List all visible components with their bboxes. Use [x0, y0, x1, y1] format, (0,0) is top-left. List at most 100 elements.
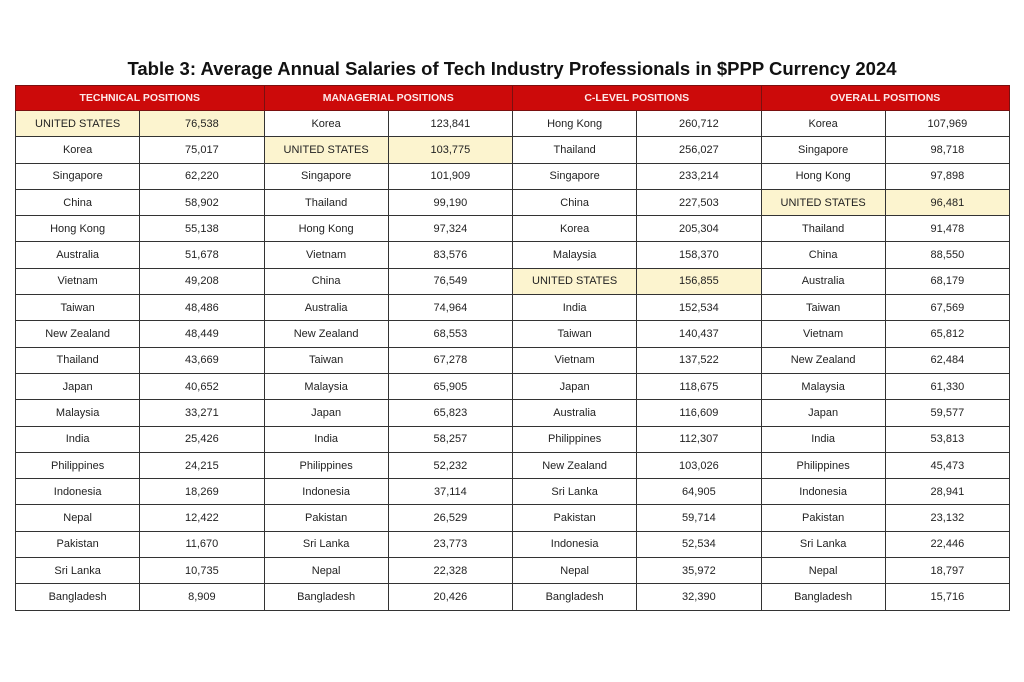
table-row: Korea 75,017 UNITED STATES 103,775 Thailand 2… — [14, 136, 1011, 164]
salary-cell: 76,538 — [139, 109, 265, 138]
salary-cell: 118,675 — [636, 372, 762, 401]
salary-cell: 51,678 — [139, 241, 265, 269]
salary-cell: 18,797 — [884, 557, 1011, 585]
country-cell: Korea — [511, 215, 638, 243]
salary-cell: 68,553 — [387, 320, 514, 348]
salary-table: TECHNICAL POSITIONS MANAGERIAL POSITIONS… — [14, 85, 1011, 611]
country-cell: China — [14, 188, 141, 217]
table-row: Indonesia 18,269 Indonesia 37,114 Sri Lanka 6… — [14, 478, 1011, 506]
salary-cell: 107,969 — [884, 109, 1011, 138]
country-cell: Indonesia — [263, 478, 389, 506]
salary-cell: 43,669 — [139, 346, 265, 374]
country-cell: Nepal — [511, 557, 638, 585]
salary-cell: 260,712 — [636, 109, 762, 138]
country-cell: Singapore — [263, 162, 389, 190]
country-cell: India — [760, 425, 886, 453]
table-row: Taiwan 48,486 Australia 74,964 India 152,534 T… — [14, 294, 1011, 322]
salary-cell: 20,426 — [387, 583, 514, 611]
country-cell: Singapore — [511, 162, 638, 190]
salary-cell: 32,390 — [636, 583, 762, 611]
salary-cell: 12,422 — [139, 504, 265, 532]
country-cell: Hong Kong — [511, 109, 638, 138]
country-cell: China — [511, 188, 638, 217]
country-cell: Thailand — [760, 215, 886, 243]
country-cell: Vietnam — [263, 241, 389, 269]
salary-cell: 37,114 — [387, 478, 514, 506]
table-row: Bangladesh 8,909 Bangladesh 20,426 Banglades… — [14, 583, 1011, 611]
table-row: China 58,902 Thailand 99,190 China 227,503 UNI… — [14, 188, 1011, 217]
country-cell: Malaysia — [14, 399, 141, 427]
salary-cell: 123,841 — [387, 109, 514, 138]
country-cell: Sri Lanka — [14, 557, 141, 585]
country-cell: Philippines — [760, 451, 886, 480]
salary-cell: 18,269 — [139, 478, 265, 506]
salary-cell: 40,652 — [139, 372, 265, 401]
salary-cell: 67,569 — [884, 294, 1011, 322]
salary-cell: 48,449 — [139, 320, 265, 348]
salary-cell: 53,813 — [884, 425, 1011, 453]
salary-cell: 58,257 — [387, 425, 514, 453]
table-row: Hong Kong 55,138 Hong Kong 97,324 Korea 205,3… — [14, 215, 1011, 243]
salary-cell: 26,529 — [387, 504, 514, 532]
country-cell: Pakistan — [760, 504, 886, 532]
country-cell: Thailand — [511, 136, 638, 164]
country-cell: Australia — [760, 267, 886, 296]
country-cell: Malaysia — [511, 241, 638, 269]
country-cell: New Zealand — [263, 320, 389, 348]
salary-cell: 33,271 — [139, 399, 265, 427]
header-c-level: C-LEVEL POSITIONS — [512, 85, 762, 111]
salary-cell: 55,138 — [139, 215, 265, 243]
salary-cell: 22,446 — [884, 530, 1011, 559]
salary-cell: 76,549 — [387, 267, 514, 296]
country-cell: Australia — [511, 399, 638, 427]
salary-cell: 158,370 — [636, 241, 762, 269]
salary-cell: 62,484 — [884, 346, 1011, 374]
salary-cell: 49,208 — [139, 267, 265, 296]
salary-cell: 48,486 — [139, 294, 265, 322]
salary-cell: 96,481 — [884, 188, 1011, 217]
table-row: Singapore 62,220 Singapore 101,909 Singapore… — [14, 162, 1011, 190]
salary-cell: 112,307 — [636, 425, 762, 453]
country-cell: Sri Lanka — [511, 478, 638, 506]
country-cell: Philippines — [14, 451, 141, 480]
salary-cell: 15,716 — [884, 583, 1011, 611]
salary-cell: 99,190 — [387, 188, 514, 217]
country-cell: Bangladesh — [14, 583, 141, 611]
country-cell: Australia — [14, 241, 141, 269]
country-cell: Nepal — [760, 557, 886, 585]
country-cell: Japan — [14, 372, 141, 401]
salary-cell: 10,735 — [139, 557, 265, 585]
country-cell: Indonesia — [760, 478, 886, 506]
country-cell: Thailand — [14, 346, 141, 374]
header-overall: OVERALL POSITIONS — [760, 85, 1010, 111]
country-cell: Pakistan — [14, 530, 141, 559]
salary-cell: 65,823 — [387, 399, 514, 427]
country-cell: New Zealand — [14, 320, 141, 348]
country-cell: India — [511, 294, 638, 322]
table-row: UNITED STATES 76,538 Korea 123,841 Hong Kong… — [14, 109, 1011, 138]
salary-cell: 88,550 — [884, 241, 1011, 269]
table-title: Table 3: Average Annual Salaries of Tech… — [127, 58, 897, 79]
salary-cell: 103,026 — [636, 451, 762, 480]
country-cell: Korea — [760, 109, 886, 138]
country-cell: Thailand — [263, 188, 389, 217]
salary-cell: 227,503 — [636, 188, 762, 217]
salary-cell: 25,426 — [139, 425, 265, 453]
country-cell: Hong Kong — [14, 215, 141, 243]
salary-cell: 59,577 — [884, 399, 1011, 427]
country-cell: Philippines — [511, 425, 638, 453]
salary-cell: 35,972 — [636, 557, 762, 585]
salary-cell: 97,898 — [884, 162, 1011, 190]
country-cell: Sri Lanka — [760, 530, 886, 559]
country-cell: Malaysia — [263, 372, 389, 401]
country-cell: Taiwan — [263, 346, 389, 374]
salary-cell: 22,328 — [387, 557, 514, 585]
salary-cell: 61,330 — [884, 372, 1011, 401]
country-cell: Nepal — [263, 557, 389, 585]
table-row: Pakistan 11,670 Sri Lanka 23,773 Indonesia 52… — [14, 530, 1011, 559]
salary-cell: 103,775 — [387, 136, 514, 164]
header-row: TECHNICAL POSITIONS MANAGERIAL POSITIONS… — [15, 85, 1010, 111]
table-row: New Zealand 48,449 New Zealand 68,553 Taiwan… — [14, 320, 1011, 348]
salary-cell: 156,855 — [636, 267, 762, 296]
country-cell: New Zealand — [511, 451, 638, 480]
